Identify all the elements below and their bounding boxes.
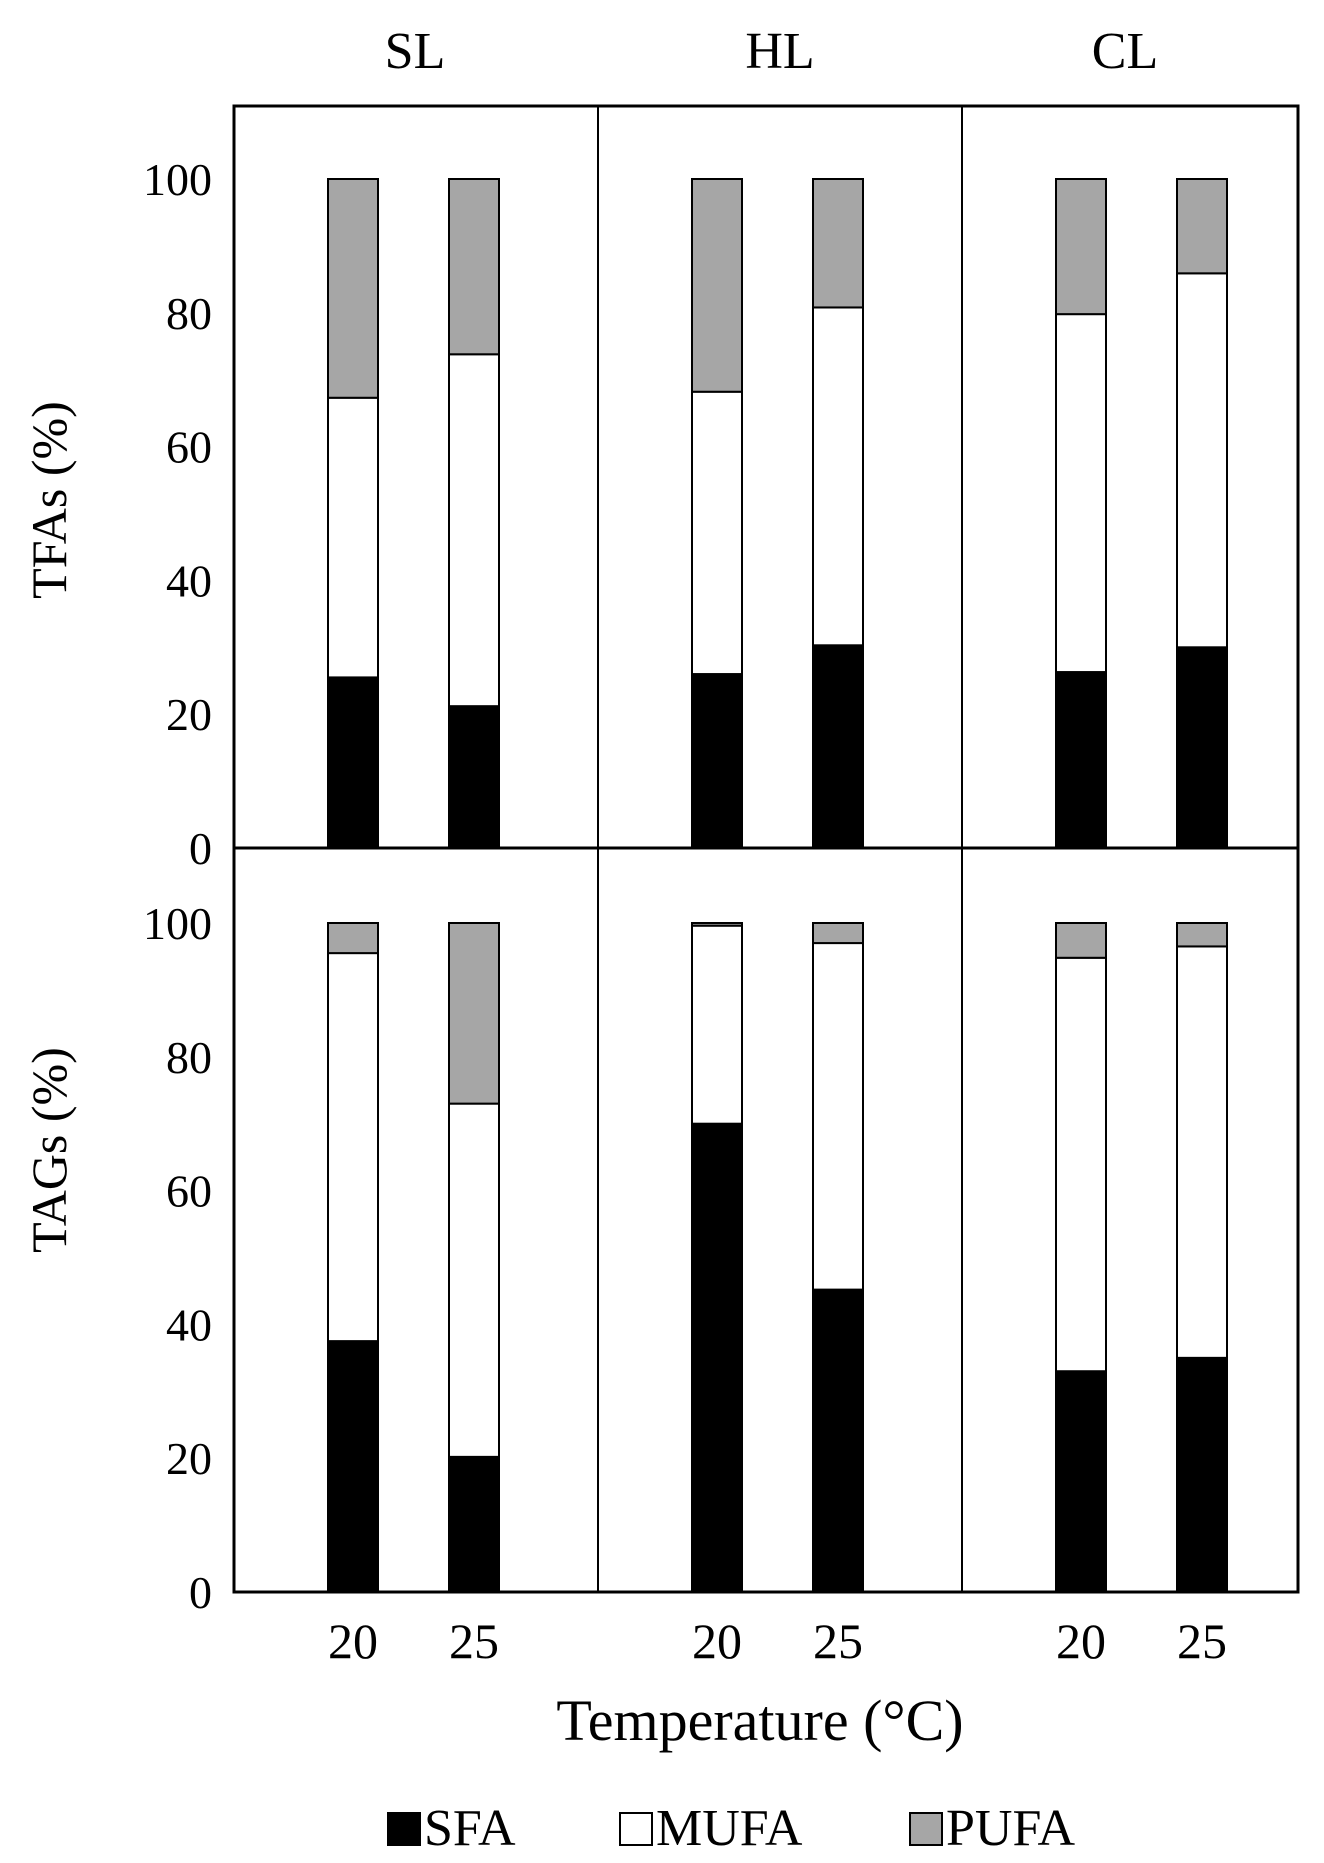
legend-label-sfa: SFA: [424, 1800, 516, 1857]
x-tick-label-hl-25: 25: [813, 1613, 863, 1669]
legend: SFA MUFA PUFA: [387, 1800, 1076, 1857]
bar-segment-sfa-tags-sl-25: [448, 1455, 500, 1594]
y-tick-label-row1-80: 80: [166, 288, 212, 339]
bar-segment-sfa-tags-hl-25: [812, 1288, 864, 1594]
y-tick-label-row1-40: 40: [166, 555, 212, 606]
y-tick-label-row2-0: 0: [189, 1567, 212, 1618]
bar-segment-sfa-tags-sl-20: [327, 1340, 379, 1593]
x-axis-title: Temperature (°C): [556, 1688, 963, 1753]
y-axis-title-tags: TAGs (%): [21, 1047, 77, 1253]
y-axis-title-tfas: TFAs (%): [21, 401, 77, 599]
bar-segment-pufa-tfas-hl-25: [812, 178, 864, 309]
bar-segment-mufa-tags-hl-20: [691, 924, 743, 1125]
y-tick-label-row2-100: 100: [143, 898, 212, 949]
bar-segment-sfa-tfas-hl-25: [812, 644, 864, 850]
bar-segment-sfa-tfas-cl-25: [1176, 646, 1228, 849]
x-tick-label-sl-25: 25: [449, 1613, 499, 1669]
x-tick-label-sl-20: 20: [328, 1613, 378, 1669]
bar-segment-mufa-tags-sl-20: [327, 952, 379, 1343]
y-tick-label-row1-100: 100: [143, 154, 212, 205]
bar-segment-pufa-tfas-sl-25: [448, 178, 500, 356]
legend-swatch-pufa: [909, 1812, 943, 1846]
legend-swatch-mufa: [619, 1812, 653, 1846]
y-tick-label-row2-40: 40: [166, 1299, 212, 1350]
bar-segment-sfa-tfas-sl-20: [327, 676, 379, 850]
bar-segment-sfa-tags-hl-20: [691, 1122, 743, 1593]
bar-segment-mufa-tfas-cl-25: [1176, 272, 1228, 649]
legend-label-mufa: MUFA: [656, 1800, 803, 1857]
bar-segment-mufa-tfas-hl-20: [691, 390, 743, 676]
legend-swatch-sfa: [387, 1812, 421, 1846]
bar-segment-pufa-tags-cl-25: [1176, 922, 1228, 948]
x-tick-label-cl-25: 25: [1177, 1613, 1227, 1669]
y-tick-label-row1-0: 0: [189, 823, 212, 874]
bar-segment-mufa-tfas-hl-25: [812, 306, 864, 647]
bar-segment-sfa-tfas-sl-25: [448, 705, 500, 849]
bar-segment-sfa-tfas-hl-20: [691, 673, 743, 849]
panel-title-sl: SL: [385, 23, 446, 80]
y-tick-label-row1-60: 60: [166, 422, 212, 473]
bar-segment-pufa-tfas-sl-20: [327, 178, 379, 399]
bar-segment-pufa-tfas-cl-25: [1176, 178, 1228, 275]
bar-segment-pufa-tags-hl-20: [691, 922, 743, 927]
y-tick-label-row2-20: 20: [166, 1433, 212, 1484]
bar-segment-mufa-tfas-cl-20: [1055, 313, 1107, 674]
bar-segment-sfa-tags-cl-25: [1176, 1356, 1228, 1593]
y-tick-label-row2-60: 60: [166, 1166, 212, 1217]
y-tick-label-row1-20: 20: [166, 689, 212, 740]
bar-segment-sfa-tfas-cl-20: [1055, 671, 1107, 849]
bar-segment-mufa-tags-cl-25: [1176, 945, 1228, 1359]
bar-segment-mufa-tags-hl-25: [812, 942, 864, 1291]
bar-segment-mufa-tfas-sl-20: [327, 396, 379, 679]
bar-segment-mufa-tags-cl-20: [1055, 956, 1107, 1373]
bar-segment-pufa-tags-hl-25: [812, 922, 864, 945]
bar-segment-mufa-tags-sl-25: [448, 1102, 500, 1458]
bar-segment-pufa-tags-sl-20: [327, 922, 379, 955]
chart-marks: 0 20 40 60 80 100 0 20 40 60 80 100 20 25 20 25 20 25: [143, 154, 1228, 1669]
bar-segment-mufa-tfas-sl-25: [448, 353, 500, 708]
bar-segment-pufa-tags-sl-25: [448, 922, 500, 1105]
x-tick-label-hl-20: 20: [692, 1613, 742, 1669]
x-tick-label-cl-20: 20: [1056, 1613, 1106, 1669]
bar-segment-pufa-tags-cl-20: [1055, 922, 1107, 959]
bar-segment-pufa-tfas-hl-20: [691, 178, 743, 393]
panel-title-hl: HL: [745, 23, 814, 80]
bar-segment-pufa-tfas-cl-20: [1055, 178, 1107, 316]
y-tick-label-row2-80: 80: [166, 1032, 212, 1083]
legend-label-pufa: PUFA: [946, 1800, 1076, 1857]
panel-title-cl: CL: [1092, 23, 1158, 80]
bar-segment-sfa-tags-cl-20: [1055, 1370, 1107, 1593]
